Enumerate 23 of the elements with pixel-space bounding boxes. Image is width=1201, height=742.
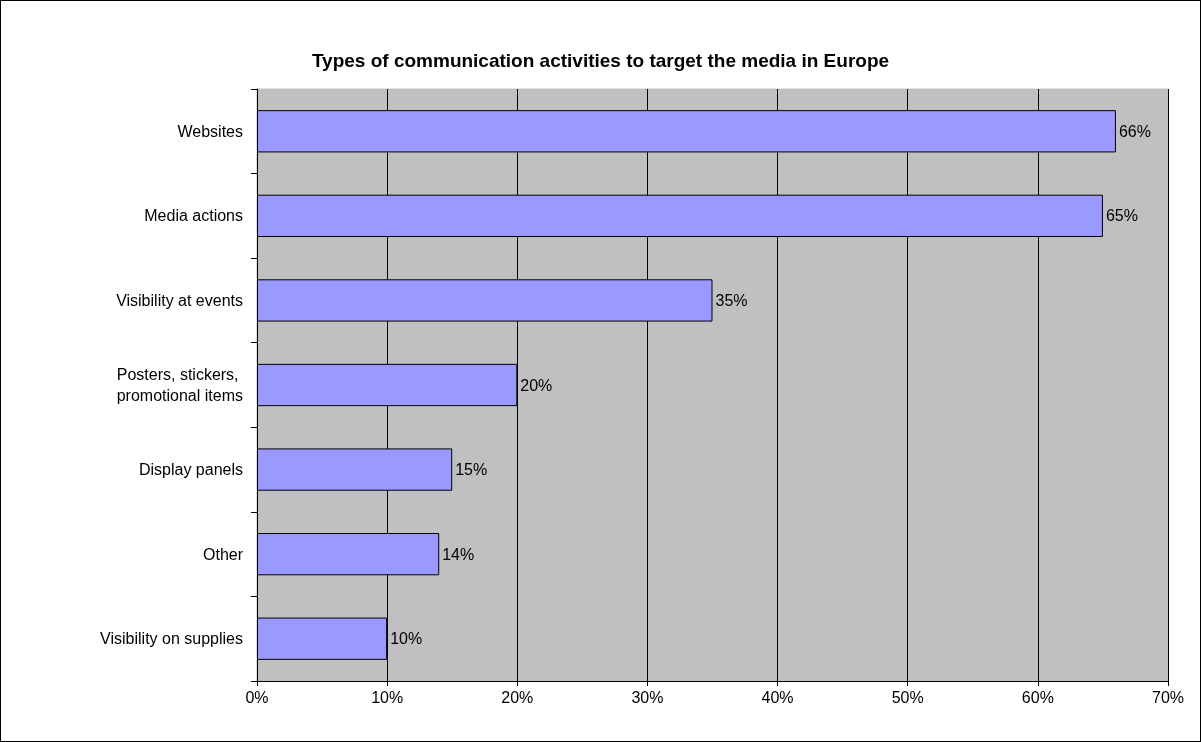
x-tick-label: 20%: [501, 688, 534, 706]
data-label: 15%: [455, 461, 488, 479]
x-tick-label: 60%: [1021, 688, 1054, 706]
x-tick-label: 30%: [631, 688, 664, 706]
data-label: 10%: [390, 630, 423, 648]
x-tick-label: 10%: [371, 688, 404, 706]
chart-title: Types of communication activities to target the media in Europe: [311, 50, 890, 71]
y-tick-label: Visibility at events: [116, 291, 243, 309]
data-label: 65%: [1105, 207, 1138, 225]
y-tick-label: Display panels: [138, 461, 243, 479]
x-tick-label: 50%: [891, 688, 924, 706]
data-label: 35%: [715, 291, 748, 309]
data-label: 20%: [520, 376, 553, 394]
x-tick-label: 0%: [245, 688, 269, 706]
data-label: 14%: [442, 545, 475, 563]
x-tick-label: 40%: [761, 688, 794, 706]
y-tick-label: Other: [202, 545, 244, 563]
y-tick-label: Websites: [177, 122, 243, 140]
y-tick-label: Posters, stickers, promotional items: [116, 366, 243, 404]
y-tick-label: Media actions: [144, 207, 243, 225]
data-label: 66%: [1118, 122, 1151, 140]
y-tick-label: Visibility on supplies: [100, 630, 243, 648]
x-tick-label: 70%: [1151, 688, 1185, 706]
